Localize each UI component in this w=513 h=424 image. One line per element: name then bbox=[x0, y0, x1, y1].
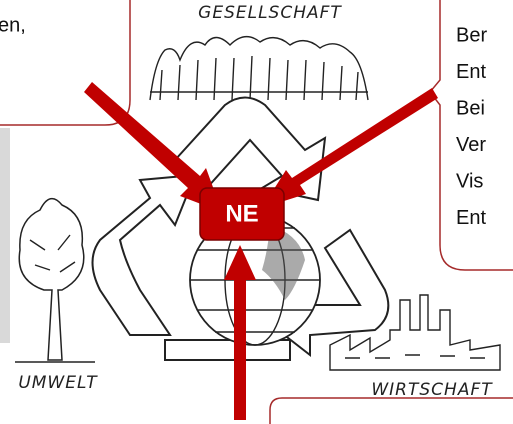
tree-illustration bbox=[15, 199, 95, 362]
callout-text: Ber bbox=[456, 24, 487, 46]
callout-text: Bei bbox=[456, 97, 485, 119]
side-strip bbox=[0, 128, 10, 343]
callout-text: Ver bbox=[456, 134, 486, 156]
callout-text: Vis bbox=[456, 170, 483, 192]
sector-label: GESELLSCHAFT bbox=[198, 3, 342, 23]
callout-text: Ent bbox=[456, 61, 486, 83]
callout-text: en, bbox=[0, 14, 26, 36]
callout-box bbox=[270, 398, 513, 424]
sector-label: WIRTSCHAFT bbox=[371, 380, 493, 400]
diagram: en, Ber Ent Bei Ver Vis Ent NE bbox=[0, 0, 513, 424]
crowd-illustration bbox=[150, 37, 368, 100]
center-label: NE bbox=[225, 200, 258, 227]
sector-label: UMWELT bbox=[18, 373, 98, 393]
callout-text: Ent bbox=[456, 207, 486, 229]
